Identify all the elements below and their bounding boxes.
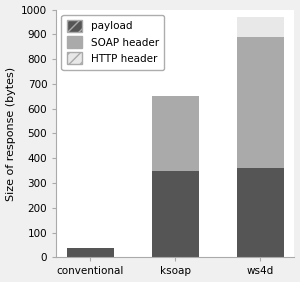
Bar xyxy=(237,168,284,257)
Bar xyxy=(237,37,284,168)
Bar xyxy=(67,248,114,257)
Y-axis label: Size of response (bytes): Size of response (bytes) xyxy=(6,67,16,201)
Legend: payload, SOAP header, HTTP header: payload, SOAP header, HTTP header xyxy=(61,15,164,70)
Bar xyxy=(237,17,284,37)
Bar xyxy=(152,96,199,171)
Bar xyxy=(152,171,199,257)
